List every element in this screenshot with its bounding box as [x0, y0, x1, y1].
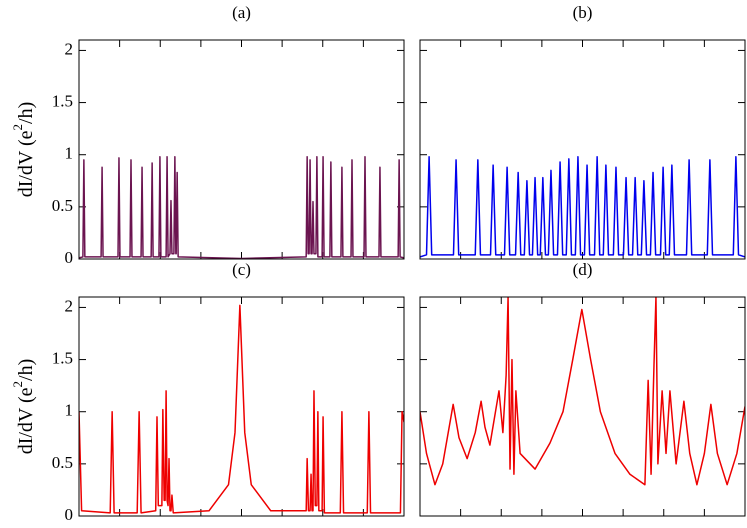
data-line	[420, 156, 745, 258]
y-tick-label: 1.5	[52, 348, 73, 367]
plot-area	[420, 156, 745, 258]
data-line	[79, 156, 404, 259]
y-axis-label: dI/dV (e2/h)	[10, 359, 36, 455]
y-axis-label-part: /h)	[15, 359, 37, 381]
y-axis-label-part: dI/dV (e	[15, 130, 37, 197]
plot-area	[79, 304, 404, 514]
panel-title: (b)	[573, 3, 593, 22]
y-tick-label: 1.5	[52, 91, 73, 110]
y-tick-label: 2	[65, 39, 74, 58]
plot-frame	[419, 39, 746, 260]
plot-frame	[419, 296, 746, 517]
panel: (d)	[419, 260, 746, 517]
panel-title: (d)	[573, 260, 593, 279]
plot-area	[79, 156, 404, 259]
plot-frame	[78, 39, 405, 260]
data-line	[79, 304, 404, 514]
y-axis-label: dI/dV (e2/h)	[10, 102, 36, 198]
y-tick-label: 0	[65, 505, 74, 524]
panel-title: (c)	[232, 260, 251, 279]
y-tick-label: 1	[65, 144, 74, 163]
y-tick-label: 0	[65, 248, 74, 267]
y-axis-label-part: 2	[10, 381, 25, 388]
y-tick-label: 0.5	[52, 453, 73, 472]
plot-frame	[78, 296, 405, 517]
y-tick-label: 0.5	[52, 196, 73, 215]
panel-title: (a)	[232, 3, 251, 22]
y-tick-label: 2	[65, 296, 74, 315]
panel: (b)	[419, 3, 746, 260]
y-axis-label-part: 2	[10, 124, 25, 131]
y-tick-label: 1	[65, 401, 74, 420]
y-axis-label-part: dI/dV (e	[15, 387, 37, 454]
data-line	[420, 297, 745, 486]
y-axis-label-part: /h)	[15, 102, 37, 124]
plot-area	[420, 297, 745, 486]
